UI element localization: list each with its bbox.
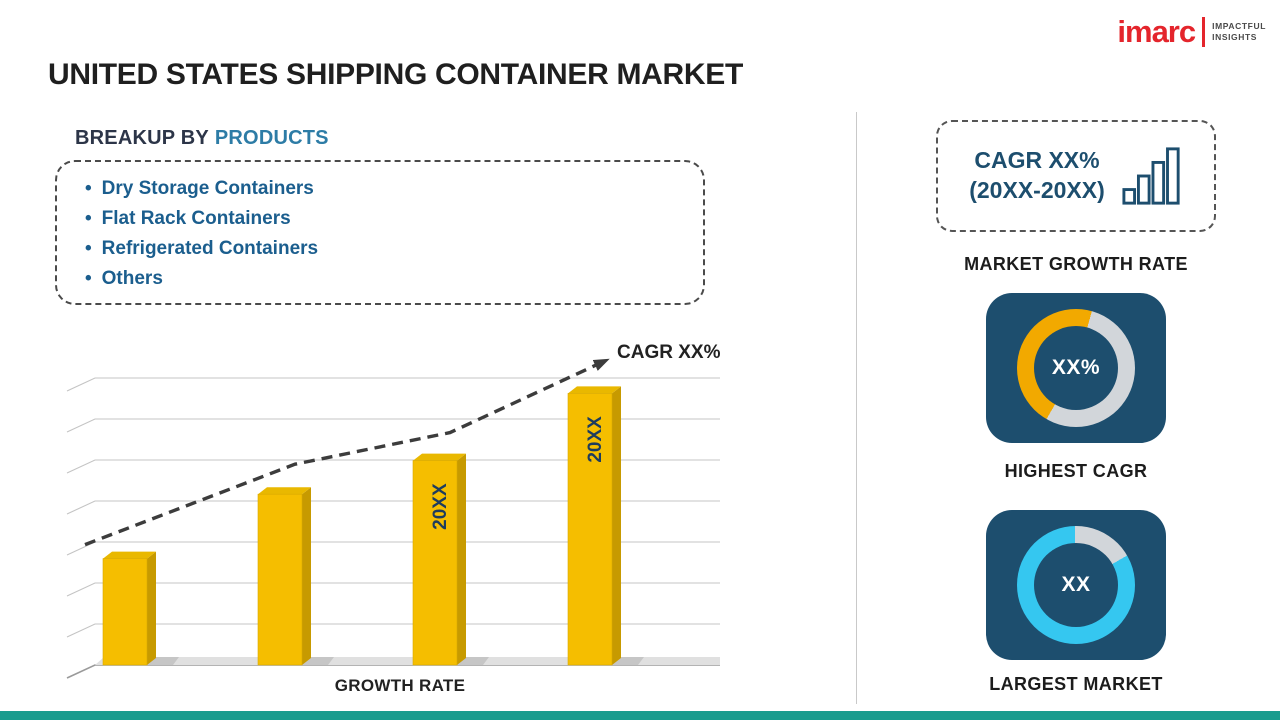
footer-accent-bar bbox=[0, 711, 1280, 720]
chart-cagr-label: CAGR XX% bbox=[617, 342, 721, 363]
imarc-logo: imarc IMPACTFUL INSIGHTS bbox=[1117, 16, 1266, 47]
gridline bbox=[66, 500, 720, 515]
logo-separator bbox=[1202, 16, 1206, 47]
gridline bbox=[66, 582, 720, 597]
largest-market-caption: LARGEST MARKET bbox=[989, 674, 1163, 694]
growth-box-line2: (20XX-20XX) bbox=[969, 177, 1105, 203]
market-growth-rate-box: CAGR XX% (20XX-20XX) bbox=[936, 120, 1216, 232]
chart-bar bbox=[412, 460, 458, 666]
product-item: Others bbox=[85, 264, 703, 294]
highest-cagr-donut: XX% bbox=[1017, 309, 1135, 427]
highest-cagr-value: XX% bbox=[1051, 356, 1101, 379]
growth-box-line1: CAGR XX% bbox=[974, 147, 1100, 174]
product-item: Dry Storage Containers bbox=[85, 174, 703, 204]
bar-top bbox=[258, 487, 311, 495]
breakup-heading-highlight: PRODUCTS bbox=[214, 127, 329, 149]
product-item: Flat Rack Containers bbox=[85, 204, 703, 234]
bar-top bbox=[103, 551, 156, 559]
vertical-divider bbox=[856, 112, 857, 704]
largest-market-donut: XX bbox=[1017, 526, 1135, 644]
breakup-heading: BREAKUP BY PRODUCTS bbox=[75, 127, 329, 150]
gridline bbox=[66, 459, 720, 474]
product-item: Refrigerated Containers bbox=[85, 234, 703, 264]
largest-market-value: XX bbox=[1061, 573, 1091, 596]
logo-tagline-line1: IMPACTFUL bbox=[1212, 20, 1266, 31]
bar-label: 20XX bbox=[585, 416, 606, 463]
bar-chart-icon bbox=[1122, 147, 1180, 205]
bar-side bbox=[302, 487, 311, 665]
chart-bar bbox=[257, 493, 303, 666]
gridline bbox=[66, 541, 720, 556]
product-list: Dry Storage ContainersFlat Rack Containe… bbox=[57, 174, 703, 294]
imarc-wordmark: imarc bbox=[1117, 14, 1196, 49]
breakup-heading-prefix: BREAKUP BY bbox=[75, 127, 209, 149]
largest-market-tile: XX bbox=[986, 510, 1166, 660]
bar-side bbox=[147, 551, 156, 665]
page-title: UNITED STATES SHIPPING CONTAINER MARKET bbox=[48, 58, 743, 91]
bar-side bbox=[457, 453, 466, 665]
chart-bar bbox=[567, 393, 613, 666]
bar-top bbox=[568, 386, 621, 394]
products-box: Dry Storage ContainersFlat Rack Containe… bbox=[55, 160, 705, 305]
trend-arrow bbox=[84, 358, 610, 547]
highest-cagr-caption: HIGHEST CAGR bbox=[1004, 461, 1148, 481]
bar-side bbox=[612, 386, 621, 665]
logo-tagline: IMPACTFUL INSIGHTS bbox=[1212, 21, 1266, 42]
market-growth-rate-caption: MARKET GROWTH RATE bbox=[964, 254, 1188, 274]
growth-chart-svg: 20XX 20XX bbox=[66, 358, 720, 679]
bar-label: 20XX bbox=[430, 483, 451, 530]
right-sidebar: CAGR XX% (20XX-20XX) MARKET GROWTH RATE … bbox=[920, 115, 1232, 695]
bar-top bbox=[413, 453, 466, 461]
highest-cagr-tile: XX% bbox=[986, 293, 1166, 443]
growth-chart: 20XX 20XX CAGR XX% GROWTH RATE bbox=[65, 340, 735, 712]
chart-x-axis-label: GROWTH RATE bbox=[334, 676, 466, 695]
gridline bbox=[66, 377, 720, 392]
chart-floor bbox=[95, 657, 720, 665]
gridline bbox=[66, 418, 720, 433]
growth-box-text: CAGR XX% (20XX-20XX) bbox=[969, 146, 1105, 206]
chart-bar bbox=[102, 558, 148, 666]
gridline bbox=[66, 623, 720, 638]
logo-tagline-line2: INSIGHTS bbox=[1212, 31, 1258, 42]
